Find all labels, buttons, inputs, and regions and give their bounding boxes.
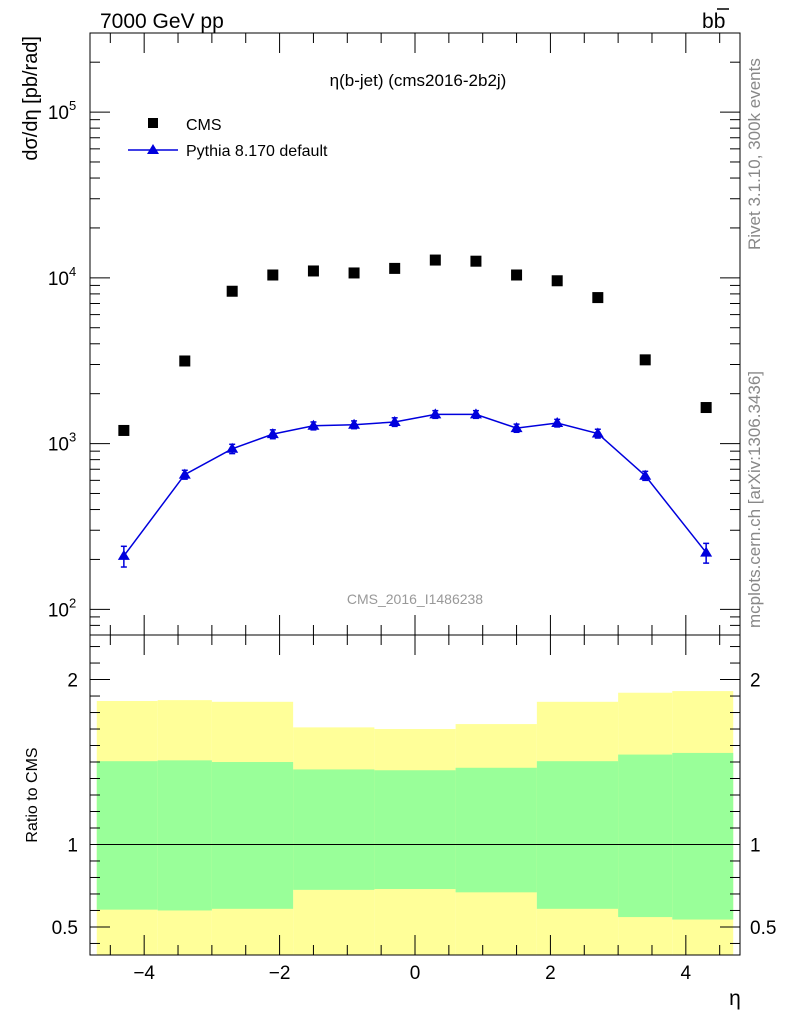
- ratio-y-tick-label-left: 1: [67, 835, 78, 856]
- y-tick-label-exponent: 5: [69, 98, 76, 113]
- ratio-inner-band: [211, 762, 294, 909]
- cms-data-point: [592, 292, 604, 304]
- y-tick-label: 105: [48, 98, 76, 124]
- cms-data-point: [348, 267, 360, 279]
- ratio-axes: 0.5 0.5 1 1 2 2 −4 −2 0 2 4: [52, 635, 776, 984]
- main-plot-title: η(b-jet) (cms2016-2b2j): [330, 71, 507, 90]
- cms-data-point: [179, 355, 191, 367]
- cms-data-point: [226, 285, 238, 297]
- pythia-data-point: [591, 427, 604, 438]
- y-tick-label-base: 10: [48, 103, 69, 124]
- cms-data-point: [470, 255, 482, 267]
- y-tick-label-base: 10: [48, 435, 69, 456]
- ratio-y-axis-label: Ratio to CMS: [24, 747, 41, 842]
- y-tick-label-base: 10: [48, 269, 69, 290]
- pythia-data-point: [510, 422, 523, 433]
- process-label-bbar: b: [714, 10, 726, 33]
- cms-data-point: [639, 354, 651, 366]
- rivet-version-label: Rivet 3.1.10, 300k events: [745, 58, 764, 250]
- x-tick-label: 0: [410, 963, 421, 984]
- ratio-y-tick-label-right: 0.5: [750, 918, 776, 939]
- cms-data-point: [307, 265, 319, 277]
- cms-data-point: [429, 254, 441, 266]
- cms-data-point: [118, 424, 130, 436]
- pythia-data-point: [178, 468, 191, 479]
- y-tick-label: 104: [48, 264, 76, 290]
- y-tick-label-exponent: 3: [69, 430, 76, 445]
- energy-label: 7000 GeV pp: [100, 10, 224, 33]
- pythia-data-point: [700, 546, 713, 557]
- legend-marker-cms: [148, 118, 158, 128]
- ratio-y-tick-label-right: 2: [750, 671, 761, 692]
- ratio-y-tick-label-left: 0.5: [52, 918, 78, 939]
- legend-label-cms: CMS: [186, 117, 222, 134]
- ratio-plot-panel: 0.5 0.5 1 1 2 2 −4 −2 0 2 4 Ratio to CMS η: [24, 634, 776, 1010]
- cms-data-point: [551, 275, 563, 287]
- pythia-data-point: [307, 419, 320, 430]
- cms-data-point: [389, 262, 401, 274]
- x-tick-label: 2: [545, 963, 556, 984]
- pythia-data-point: [348, 418, 361, 429]
- process-label: bb: [702, 10, 725, 33]
- cms-data-point: [267, 269, 279, 281]
- process-label-b: b: [702, 10, 714, 33]
- pythia-data-point: [469, 408, 482, 419]
- main-data-layer: [117, 254, 713, 568]
- ratio-inner-band: [374, 770, 456, 890]
- x-tick-label: 4: [681, 963, 692, 984]
- y-tick-label: 103: [48, 430, 76, 456]
- legend-label-pythia: Pythia 8.170 default: [186, 143, 328, 160]
- ratio-bands-layer: [96, 691, 734, 955]
- legend: CMS Pythia 8.170 default: [128, 117, 328, 160]
- pythia-data-point: [117, 549, 130, 560]
- y-tick-label-exponent: 2: [69, 595, 76, 610]
- ratio-inner-band: [455, 767, 537, 893]
- ratio-y-tick-label-left: 2: [67, 671, 78, 692]
- x-tick-label: −4: [133, 963, 155, 984]
- cms-data-point: [700, 402, 712, 414]
- ratio-inner-band: [536, 761, 619, 909]
- pythia-series-line: [123, 413, 707, 557]
- x-tick-label: −2: [269, 963, 291, 984]
- cms-data-point: [511, 269, 523, 281]
- ratio-inner-band: [293, 769, 375, 890]
- mcplots-reference-label: mcplots.cern.ch [arXiv:1306.3436]: [745, 371, 764, 628]
- x-axis-label: η: [729, 987, 741, 1010]
- ratio-inner-band: [96, 761, 158, 910]
- y-tick-label: 102: [48, 595, 76, 621]
- legend-marker-pythia: [147, 144, 159, 154]
- pythia-data-point: [551, 417, 564, 428]
- ratio-inner-band: [672, 752, 734, 920]
- ratio-inner-band: [618, 754, 673, 918]
- pythia-data-point: [429, 408, 442, 419]
- ratio-inner-band: [157, 760, 212, 911]
- watermark-analysis-id: CMS_2016_I1486238: [347, 591, 483, 607]
- y-tick-label-base: 10: [48, 600, 69, 621]
- main-plot-panel: η(b-jet) (cms2016-2b2j) dσ/dη [pb/rad] C…: [20, 32, 741, 636]
- pythia-data-point: [388, 415, 401, 426]
- pythia-data-point: [639, 469, 652, 480]
- ratio-y-tick-label-right: 1: [750, 835, 761, 856]
- main-y-axis-label: dσ/dη [pb/rad]: [20, 36, 42, 161]
- pythia-data-point: [226, 442, 239, 453]
- pythia-data-point: [266, 428, 279, 439]
- y-tick-label-exponent: 4: [69, 264, 76, 279]
